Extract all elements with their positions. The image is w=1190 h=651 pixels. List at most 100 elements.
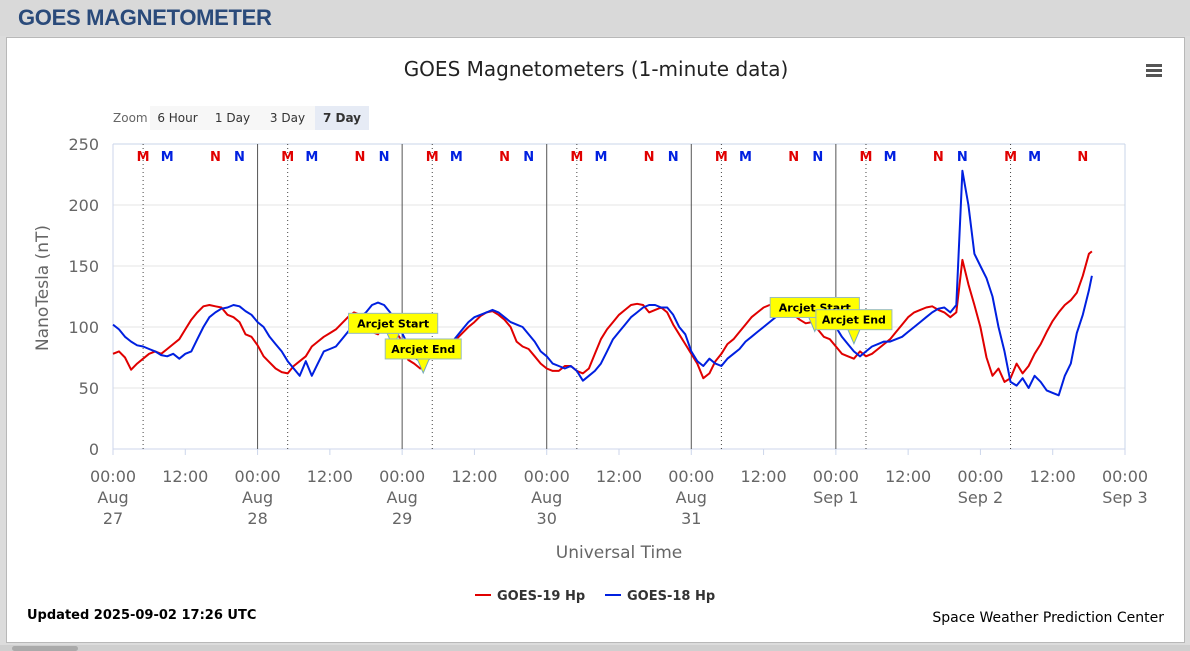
zoom-button-6-hour[interactable]: 6 Hour [150, 106, 205, 130]
annotation-label: Arcjet End [391, 343, 455, 356]
x-tick-label-line: 00:00 [1102, 467, 1148, 486]
x-tick-label-line: 00:00 [235, 467, 281, 486]
x-tick-label-line: Aug [676, 488, 707, 507]
legend-label[interactable]: GOES-18 Hp [627, 589, 715, 604]
mn-marker: M [884, 150, 897, 165]
legend: GOES-19 Hp GOES-18 Hp [475, 589, 715, 604]
x-tick-label-line: 12:00 [451, 467, 497, 486]
mn-marker: N [379, 150, 390, 165]
zoom-button-3-day[interactable]: 3 Day [260, 106, 315, 130]
x-tick-label: 12:00 [741, 467, 787, 486]
x-tick-label: 00:00 Sep 1 [813, 467, 859, 507]
mn-marker: M [426, 150, 439, 165]
mn-marker: N [957, 150, 968, 165]
zoom-button-bg[interactable] [260, 106, 315, 130]
hamburger-menu-icon[interactable] [1146, 64, 1162, 77]
chart-panel: GOES Magnetometers (1-minute data) Zoom … [6, 37, 1185, 643]
x-tick-label: 00:00 Aug 27 [90, 467, 136, 528]
x-tick-label-line: 28 [247, 509, 267, 528]
x-tick-label-line: 12:00 [1030, 467, 1076, 486]
mn-marker: M [739, 150, 752, 165]
arcjet-annotation: Arcjet End [815, 309, 893, 345]
magnetometer-chart: GOES Magnetometers (1-minute data) Zoom … [27, 57, 1164, 626]
x-tick-label: 00:00 Sep 3 [1102, 467, 1148, 507]
x-tick-label-line: Sep 2 [958, 488, 1003, 507]
mn-marker: N [1077, 150, 1088, 165]
x-tick-label-line: 12:00 [741, 467, 787, 486]
zoom-button-bg[interactable] [150, 106, 205, 130]
page-title: GOES MAGNETOMETER [18, 5, 272, 30]
zoom-button-bg[interactable] [315, 106, 369, 130]
y-tick-label: 0 [89, 440, 99, 459]
x-tick-label: 12:00 [885, 467, 931, 486]
series-line-goes-19-hp [112, 250, 1093, 383]
mn-marker: N [234, 150, 245, 165]
chart-title: GOES Magnetometers (1-minute data) [404, 57, 789, 81]
legend-item-goes-19-hp[interactable]: GOES-19 Hp [475, 589, 585, 604]
mn-marker: N [210, 150, 221, 165]
x-axis: 00:00 Aug 27 12:00 00:00 Aug 28 12:00 00:00 Aug 29… [90, 449, 1148, 528]
mn-marker: M [1028, 150, 1041, 165]
mn-marker: N [499, 150, 510, 165]
x-tick-label-line: 00:00 [524, 467, 570, 486]
swpc-credit: Space Weather Prediction Center [932, 610, 1164, 626]
mn-marker: N [523, 150, 534, 165]
x-tick-label: 00:00 Aug 29 [379, 467, 425, 528]
page-header: GOES MAGNETOMETER [0, 0, 1190, 36]
annotation-pointer [416, 358, 430, 375]
arcjet-annotation: Arcjet End [384, 338, 462, 375]
series-lines [112, 169, 1093, 397]
annotation-label: Arcjet End [822, 314, 886, 327]
y-tick-label: 100 [68, 318, 99, 337]
mn-marker: N [668, 150, 679, 165]
zoom-button-bg[interactable] [205, 106, 260, 130]
mn-marker: M [1004, 150, 1017, 165]
chart-grid [112, 143, 1126, 450]
x-tick-label: 00:00 Aug 30 [524, 467, 570, 528]
x-tick-label: 00:00 Aug 31 [668, 467, 714, 528]
x-tick-label: 00:00 Aug 28 [235, 467, 281, 528]
mn-marker: N [355, 150, 366, 165]
mn-marker: M [594, 150, 607, 165]
x-tick-label-line: 27 [103, 509, 123, 528]
mn-marker: M [715, 150, 728, 165]
horizontal-scrollbar[interactable] [0, 645, 1190, 651]
x-tick-label-line: 29 [392, 509, 412, 528]
x-tick-label-line: 00:00 [379, 467, 425, 486]
zoom-button-1-day[interactable]: 1 Day [205, 106, 260, 130]
scrollbar-thumb[interactable] [12, 646, 78, 651]
mn-marker: N [933, 150, 944, 165]
x-axis-title: Universal Time [556, 543, 682, 563]
x-tick-label-line: 12:00 [162, 467, 208, 486]
x-tick-label-line: 00:00 [668, 467, 714, 486]
mn-marker: M [570, 150, 583, 165]
zoom-button-label[interactable]: 6 Hour [157, 111, 197, 125]
x-tick-label: 12:00 [1030, 467, 1076, 486]
zoom-button-label[interactable]: 7 Day [323, 111, 361, 125]
x-tick-label-line: 30 [537, 509, 557, 528]
zoom-button-7-day[interactable]: 7 Day [315, 106, 369, 130]
x-tick-label: 12:00 [451, 467, 497, 486]
x-tick-label-line: 12:00 [307, 467, 353, 486]
x-tick-label-line: Aug [531, 488, 562, 507]
x-tick-label-line: 00:00 [957, 467, 1003, 486]
x-tick-label-line: 12:00 [596, 467, 642, 486]
mn-marker: M [137, 150, 150, 165]
legend-item-goes-18-hp[interactable]: GOES-18 Hp [605, 589, 715, 604]
annotation-box [815, 309, 893, 331]
x-tick-label-line: 00:00 [813, 467, 859, 486]
y-tick-label: 50 [79, 379, 99, 398]
mn-marker: N [812, 150, 823, 165]
legend-label[interactable]: GOES-19 Hp [497, 589, 585, 604]
x-tick-label-line: Aug [97, 488, 128, 507]
zoom-button-label[interactable]: 3 Day [270, 111, 305, 125]
zoom-button-label[interactable]: 1 Day [215, 111, 250, 125]
annotation-box [384, 338, 462, 360]
y-axis: 0 50 100 150 200 250 [68, 135, 99, 459]
mn-marker: M [161, 150, 174, 165]
updated-timestamp: Updated 2025-09-02 17:26 UTC [27, 608, 256, 623]
y-tick-label: 250 [68, 135, 99, 154]
mn-marker: M [860, 150, 873, 165]
y-tick-label: 200 [68, 196, 99, 215]
